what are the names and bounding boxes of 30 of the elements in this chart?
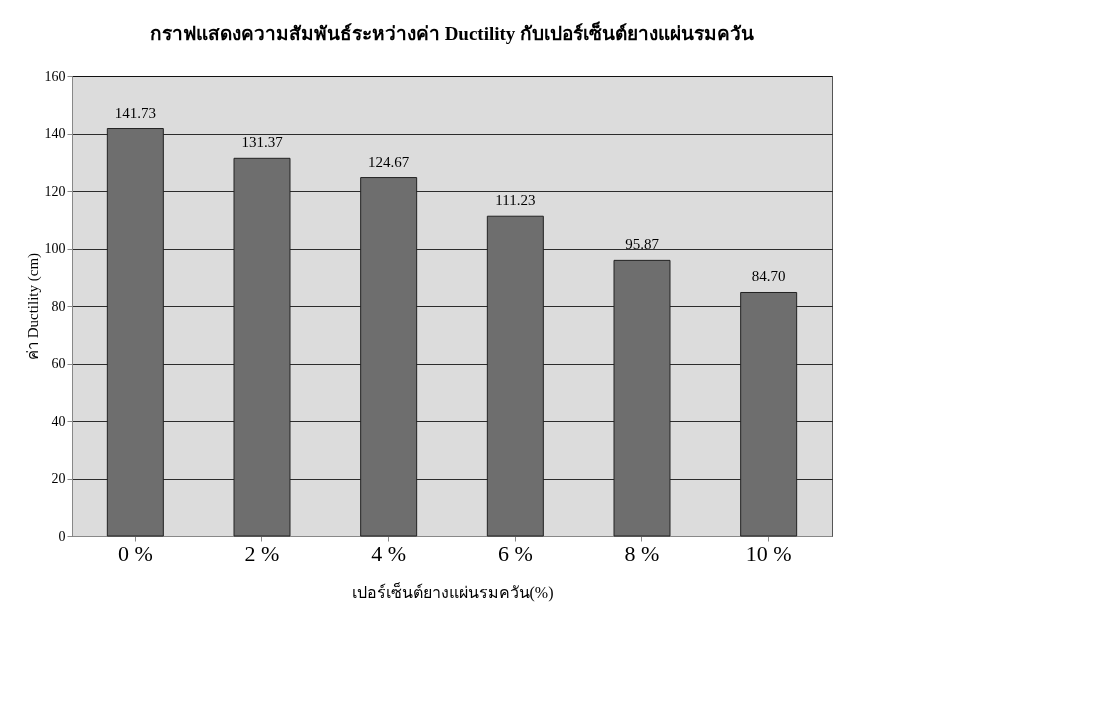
- x-tick-label: 0 %: [117, 540, 153, 566]
- x-tick-label: 6 %: [497, 540, 533, 566]
- y-tick-label: 80: [51, 298, 66, 314]
- y-tick-label: 100: [44, 241, 66, 256]
- bar: [486, 215, 544, 537]
- y-tick-label: 120: [44, 183, 66, 199]
- x-tick-label: 4 %: [371, 540, 407, 566]
- data-label: 95.87: [625, 236, 660, 253]
- y-tick-label: 140: [44, 126, 66, 141]
- y-tick-label: 160: [44, 68, 66, 84]
- data-label: 84.70: [751, 268, 786, 285]
- data-label: 124.67: [368, 153, 410, 170]
- x-tick-label: 2 %: [244, 540, 280, 566]
- y-tick-label: 60: [51, 356, 66, 371]
- bar: [360, 177, 418, 537]
- y-tick-label: 0: [58, 528, 66, 544]
- chart-title: กราฟแสดงความสัมพันธ์ระหว่างค่า Ductility กับเปอร์เซ็นต์ยางแผ่นรมควัน: [149, 21, 755, 44]
- x-axis-title: เปอร์เซ็นต์ยางแผ่นรมควัน(%): [351, 581, 554, 602]
- y-tick-label: 40: [51, 413, 66, 429]
- data-label: 111.23: [495, 192, 536, 209]
- x-tick-label: 10 %: [745, 540, 792, 566]
- data-label: 141.73: [114, 104, 156, 121]
- bar: [613, 259, 671, 537]
- y-axis-title: ค่า Ductility (cm): [24, 252, 42, 361]
- data-label: 131.37: [241, 134, 284, 151]
- bar: [233, 157, 291, 537]
- x-tick-label: 8 %: [624, 540, 660, 566]
- bar: [106, 128, 164, 537]
- bar: [740, 291, 798, 537]
- y-tick-label: 20: [51, 471, 66, 486]
